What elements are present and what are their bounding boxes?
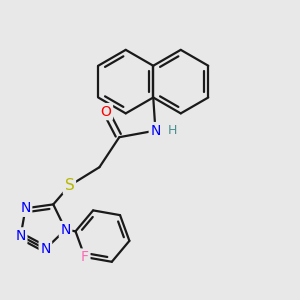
Text: N: N xyxy=(40,242,51,256)
Text: H: H xyxy=(167,124,177,137)
Text: N: N xyxy=(150,124,161,138)
Text: N: N xyxy=(60,223,71,237)
Text: O: O xyxy=(100,105,112,118)
Text: F: F xyxy=(81,250,89,264)
Text: N: N xyxy=(20,201,31,215)
Text: S: S xyxy=(64,178,74,193)
Text: N: N xyxy=(16,229,26,243)
